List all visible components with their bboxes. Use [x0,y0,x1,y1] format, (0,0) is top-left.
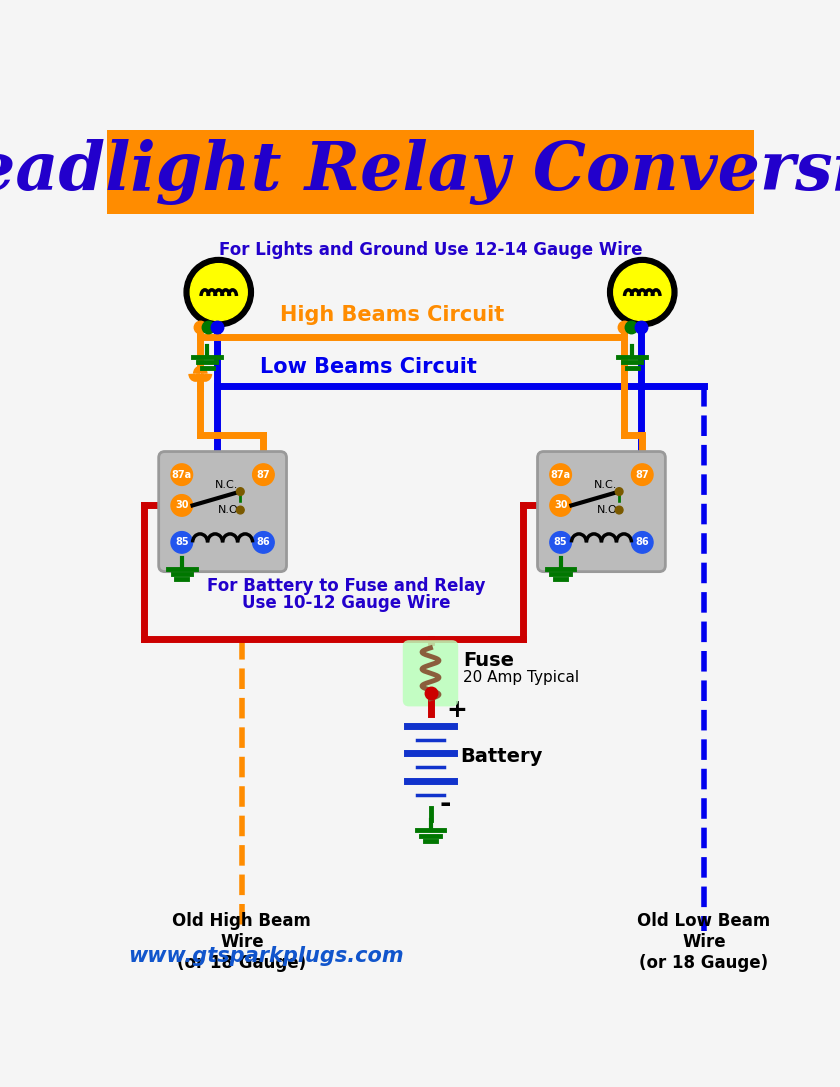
Text: 86: 86 [256,537,270,548]
Text: Low Beams Circuit: Low Beams Circuit [260,357,477,377]
Text: 85: 85 [554,537,568,548]
Circle shape [171,532,192,553]
Circle shape [253,464,274,486]
Circle shape [550,464,571,486]
Text: 87: 87 [635,470,649,479]
Text: For Battery to Fuse and Relay: For Battery to Fuse and Relay [207,577,485,596]
Circle shape [237,488,244,496]
Text: N.O.: N.O. [597,505,621,515]
Text: High Beams Circuit: High Beams Circuit [280,305,504,325]
Circle shape [184,258,254,327]
Text: N.O.: N.O. [218,505,242,515]
Text: 86: 86 [635,537,649,548]
Text: 87a: 87a [171,470,192,479]
Text: For Lights and Ground Use 12-14 Gauge Wire: For Lights and Ground Use 12-14 Gauge Wi… [218,241,643,259]
Text: 20 Amp Typical: 20 Amp Typical [463,670,579,685]
Circle shape [171,495,192,516]
Circle shape [190,264,247,321]
Text: Old Low Beam
Wire
(or 18 Gauge): Old Low Beam Wire (or 18 Gauge) [638,912,770,972]
Circle shape [171,464,192,486]
Text: 30: 30 [175,500,188,511]
Circle shape [632,532,653,553]
Circle shape [614,264,671,321]
Text: N.C.: N.C. [594,480,617,490]
Text: Old High Beam
Wire
(or 18 Gauge): Old High Beam Wire (or 18 Gauge) [172,912,312,972]
Circle shape [607,258,677,327]
Circle shape [632,464,653,486]
Circle shape [616,507,623,514]
Text: 87a: 87a [550,470,570,479]
Text: www.gtsparkplugs.com: www.gtsparkplugs.com [129,946,404,966]
Text: 30: 30 [554,500,567,511]
Circle shape [237,507,244,514]
Circle shape [616,488,623,496]
FancyBboxPatch shape [159,451,286,572]
FancyBboxPatch shape [403,640,459,707]
Circle shape [550,495,571,516]
FancyBboxPatch shape [538,451,665,572]
Text: Battery: Battery [459,747,542,766]
Text: 87: 87 [256,470,270,479]
Text: -: - [440,790,451,819]
Text: 85: 85 [175,537,189,548]
Circle shape [550,532,571,553]
Text: +: + [446,698,467,722]
Circle shape [253,532,274,553]
Bar [108,130,754,214]
Text: N.C.: N.C. [215,480,238,490]
Text: Headlight Relay Conversion: Headlight Relay Conversion [0,139,840,205]
Text: Use 10-12 Gauge Wire: Use 10-12 Gauge Wire [242,595,450,612]
Text: Fuse: Fuse [463,651,514,670]
